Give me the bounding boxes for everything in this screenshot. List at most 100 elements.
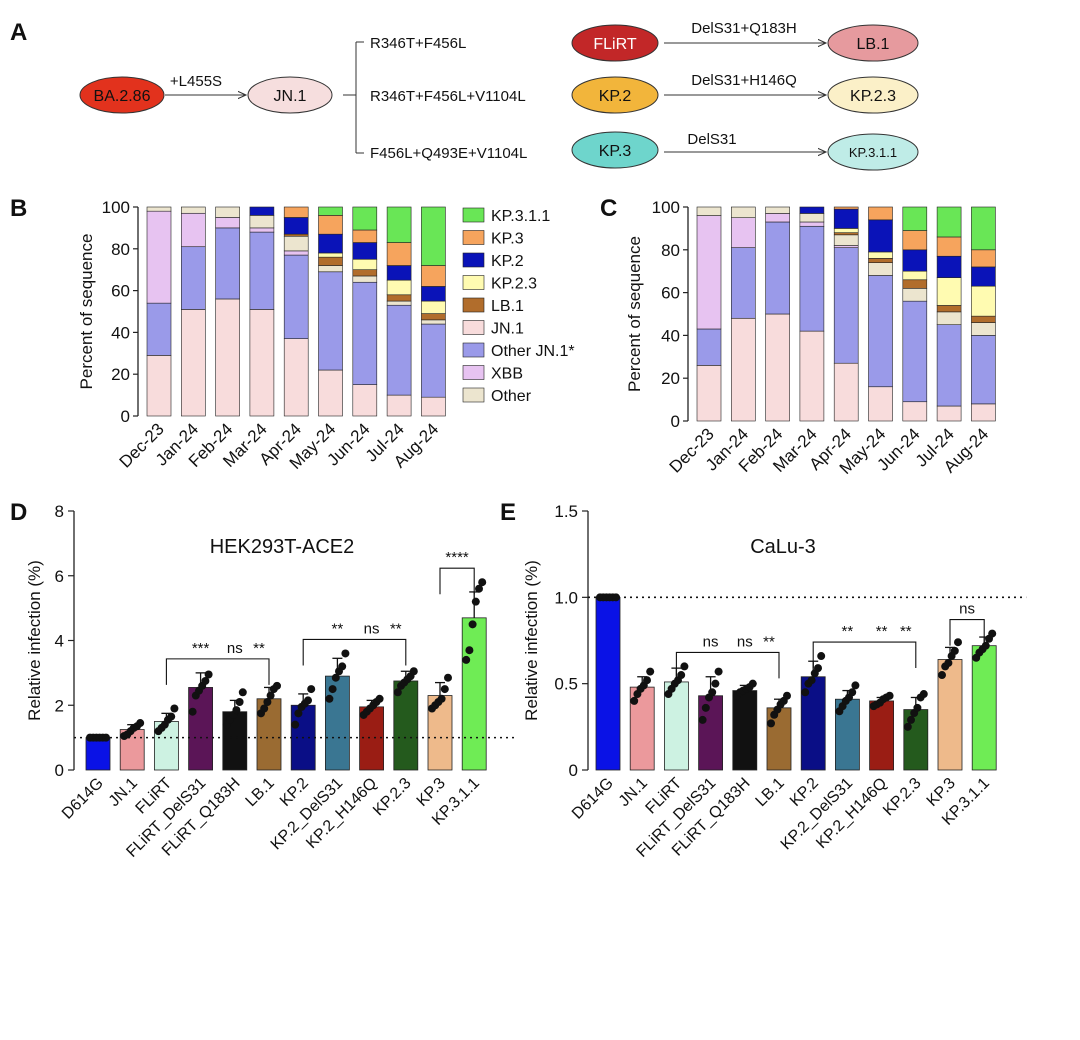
- legend-label-kp-2-3: KP.2.3: [491, 276, 537, 293]
- data-point: [643, 676, 651, 685]
- edge-label-flirt-lb1: DelS31+Q183H: [691, 20, 796, 37]
- bar-segment-xbb-jan-24: [181, 212, 206, 248]
- bar-segment-kp-2-may-24: [868, 219, 893, 253]
- node-jn1: [247, 76, 333, 114]
- significance-bracket: [302, 638, 407, 666]
- bar-kp-2-h146q: [869, 700, 894, 771]
- data-point: [801, 688, 810, 697]
- bar-kp-3-1-1: [971, 645, 997, 771]
- y-axis-title: Relative infection (%): [522, 560, 541, 721]
- legend-label-other: Other: [491, 388, 532, 405]
- bar-segment-jn-1-aug-24: [421, 396, 446, 417]
- bar-segment-lb-1-may-24: [868, 258, 893, 263]
- data-point: [938, 671, 946, 680]
- bar-segment-kp-3-1-1-jul-24: [936, 206, 962, 238]
- bar-segment-other-jn-1-may-24: [868, 275, 893, 388]
- bar-segment-other-jn-1-jan-24: [730, 247, 756, 319]
- significance-label: ns: [959, 601, 975, 618]
- bar-segment-other-jn-1-aug-24: [971, 335, 996, 405]
- bar-segment-kp-3-apr-24: [833, 206, 859, 210]
- bar-segment-other-feb-24: [215, 206, 240, 218]
- data-point: [260, 704, 269, 713]
- y-tick-label: 80: [111, 240, 130, 259]
- chart-title: CaLu-3: [750, 536, 816, 558]
- bar-segment-other-jun-24: [902, 288, 928, 302]
- y-tick-label: 8: [55, 502, 64, 521]
- branch-label-1: R346T+F456L: [370, 35, 466, 52]
- bar-segment-other-jn-1-jun-24: [352, 281, 378, 385]
- bar-segment-xbb-mar-24: [799, 221, 825, 227]
- chart-e: CaLu-3 0 0.5 1.0 1.5 Relative infection (%) D6…: [522, 502, 1027, 861]
- legend-label-kp-3: KP.3: [491, 231, 524, 248]
- bar-segment-other-jn-1-aug-24: [421, 323, 446, 398]
- bar-segment-jn-1-aug-24: [971, 403, 996, 422]
- legend-swatch-other: [462, 387, 485, 403]
- bar-segment-xbb-dec-23: [146, 210, 172, 304]
- data-point: [204, 670, 213, 679]
- bar-segment-other-jan-24: [730, 206, 756, 218]
- data-point: [341, 649, 350, 658]
- bar-segment-other-jn-1-feb-24: [765, 221, 790, 315]
- bar-kp-3: [937, 659, 963, 771]
- node-lb1: [827, 24, 919, 62]
- data-point: [767, 719, 775, 728]
- bar-segment-kp-3-1-1-jun-24: [902, 206, 928, 231]
- significance-label: ns: [364, 620, 380, 637]
- bar-segment-other-jn-1-dec-23: [146, 302, 172, 356]
- y-tick-label: 60: [111, 282, 130, 301]
- bar-segment-xbb-jan-24: [730, 217, 756, 248]
- bar-segment-other-feb-24: [765, 206, 790, 214]
- bar-segment-lb-1-jun-24: [902, 279, 928, 289]
- data-point: [437, 694, 446, 703]
- data-point: [851, 681, 860, 690]
- significance-label: **: [876, 623, 888, 640]
- edge-label-l455s: +L455S: [170, 73, 222, 90]
- legend-label-kp-2: KP.2: [491, 253, 524, 270]
- significance-label: **: [390, 620, 402, 637]
- data-point: [393, 688, 402, 697]
- bar-segment-kp-2-jul-24: [936, 255, 962, 278]
- y-axis-title: Percent of sequence: [77, 234, 96, 390]
- data-point: [409, 667, 418, 676]
- bar-segment-jn-1-dec-23: [146, 355, 172, 417]
- legend-label-jn-1: JN.1: [491, 321, 524, 338]
- data-point: [375, 694, 384, 703]
- data-point: [478, 578, 487, 587]
- bar-segment-xbb-apr-24: [833, 245, 859, 248]
- data-point: [708, 688, 717, 697]
- data-point: [680, 662, 689, 671]
- data-point: [328, 685, 337, 694]
- panel-label-a: A: [10, 19, 27, 46]
- y-tick-label: 0.5: [554, 675, 578, 694]
- bar-segment-kp-3-jun-24: [902, 230, 928, 251]
- significance-label: ns: [227, 640, 243, 657]
- bar-segment-other-jn-1-mar-24: [799, 225, 825, 332]
- bar-segment-other-aug-24: [971, 322, 996, 336]
- legend-swatch-lb-1: [462, 297, 485, 313]
- bar-segment-other-jun-24: [352, 275, 378, 283]
- bar-segment-kp-2-may-24: [318, 233, 343, 254]
- branch-label-2: R346T+F456L+V1104L: [370, 88, 526, 105]
- bar-segment-kp-3-1-1-aug-24: [971, 206, 996, 251]
- bar-segment-kp-2-3-aug-24: [971, 285, 996, 317]
- node-ba286: [79, 76, 165, 114]
- legend-swatch-other-jn-1: [462, 342, 485, 358]
- node-lb1-label: LB.1: [857, 36, 890, 53]
- bar-segment-jn-1-jan-24: [181, 309, 206, 417]
- bar-segment-lb-1-apr-24: [283, 233, 309, 237]
- bar-segment-kp-2-mar-24: [249, 206, 275, 216]
- y-tick-label: 1.0: [554, 588, 578, 607]
- bar-segment-lb-1-jul-24: [936, 305, 962, 313]
- branch-label-3: F456L+Q493E+V1104L: [370, 145, 527, 162]
- data-point: [612, 593, 620, 602]
- y-tick-label: 40: [111, 323, 130, 342]
- bar-segment-kp-3-jul-24: [936, 236, 962, 257]
- bar-d614g: [85, 737, 111, 771]
- bar-segment-jn-1-feb-24: [765, 313, 790, 422]
- data-point: [266, 691, 275, 700]
- y-tick-label: 0: [121, 407, 130, 426]
- x-tick-label: KP.2.3: [370, 775, 415, 820]
- bar-segment-kp-3-jun-24: [352, 229, 378, 243]
- bar-segment-other-jn-1-may-24: [318, 271, 343, 371]
- data-point: [331, 673, 340, 682]
